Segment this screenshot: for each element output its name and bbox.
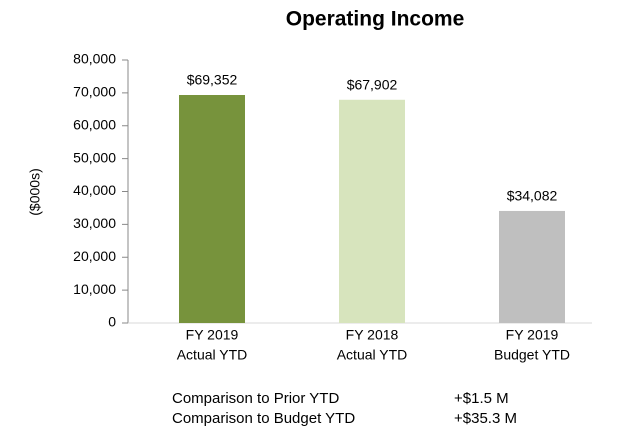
y-tick-label: 70,000 <box>73 84 116 100</box>
y-tick-label: 60,000 <box>73 116 116 132</box>
chart-title: Operating Income <box>286 8 465 31</box>
y-tick-label: 0 <box>108 314 116 330</box>
data-label: $67,902 <box>347 76 398 92</box>
data-label: $69,352 <box>187 72 238 88</box>
bar <box>499 210 565 323</box>
x-tick-label: FY 2019 <box>186 327 239 343</box>
annotation-label: Comparison to Budget YTD <box>172 410 355 427</box>
bar <box>179 95 245 323</box>
y-tick-label: 40,000 <box>73 182 116 198</box>
y-tick-label: 10,000 <box>73 281 116 297</box>
x-tick-label: Budget YTD <box>494 347 570 363</box>
y-tick-label: 20,000 <box>73 248 116 264</box>
data-label: $34,082 <box>507 188 558 204</box>
x-tick-label: Actual YTD <box>337 347 408 363</box>
y-axis-label: ($000s) <box>27 168 43 215</box>
y-tick-label: 50,000 <box>73 149 116 165</box>
x-tick-label: Actual YTD <box>177 347 248 363</box>
annotation-value: +$35.3 M <box>454 410 517 427</box>
y-tick-label: 80,000 <box>73 51 116 67</box>
y-tick-label: 30,000 <box>73 215 116 231</box>
annotation-value: +$1.5 M <box>454 390 509 407</box>
x-tick-label: FY 2019 <box>506 327 559 343</box>
bar <box>339 99 405 323</box>
x-tick-label: FY 2018 <box>346 327 399 343</box>
annotation-label: Comparison to Prior YTD <box>172 390 339 407</box>
